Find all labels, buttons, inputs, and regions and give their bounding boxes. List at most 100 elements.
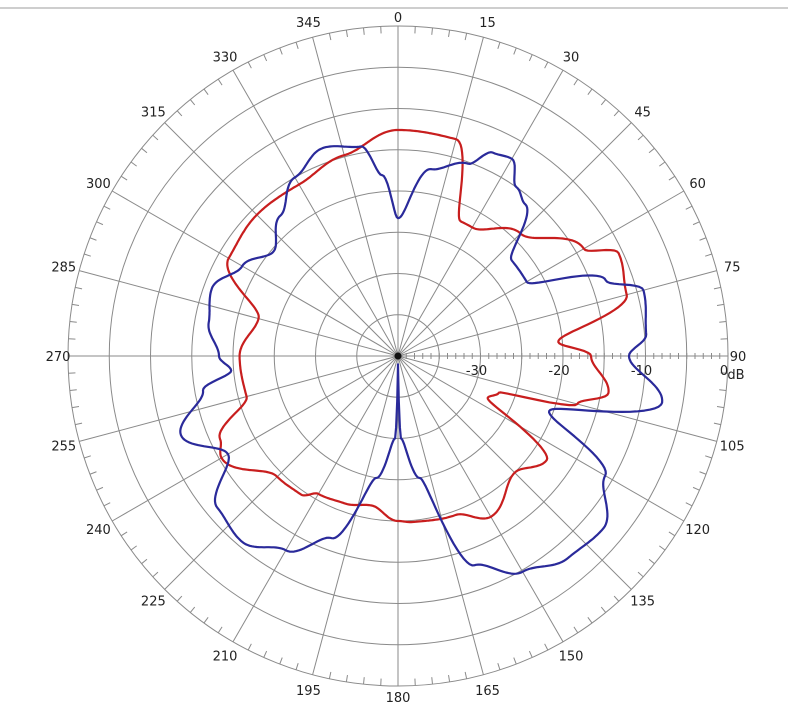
outer-tick <box>587 617 593 624</box>
outer-tick <box>217 626 223 634</box>
outer-tick <box>613 595 620 602</box>
grid-spoke <box>111 190 399 357</box>
outer-tick <box>203 88 209 95</box>
grid-spoke <box>232 69 399 357</box>
grid-spoke <box>397 355 717 442</box>
outer-tick <box>464 33 468 41</box>
outer-tick <box>544 643 549 651</box>
angle-label-345: 345 <box>296 16 321 31</box>
outer-tick <box>431 27 433 35</box>
outer-tick <box>528 650 533 658</box>
grid-spoke <box>397 37 484 357</box>
outer-tick <box>89 237 97 241</box>
outer-tick <box>668 175 676 181</box>
grid-spoke <box>164 355 399 590</box>
radial-label-0: 0 <box>720 364 728 379</box>
angle-label-180: 180 <box>386 691 411 703</box>
outer-tick <box>659 161 666 167</box>
grid-spoke <box>397 355 685 522</box>
angle-label-165: 165 <box>475 684 500 699</box>
outer-tick <box>176 595 183 602</box>
angle-label-135: 135 <box>630 595 655 610</box>
angle-label-285: 285 <box>51 260 76 275</box>
outer-tick <box>699 471 707 475</box>
outer-tick <box>600 606 607 613</box>
outer-tick <box>464 671 468 679</box>
outer-tick <box>648 147 655 154</box>
outer-tick <box>83 253 91 257</box>
outer-tick <box>75 286 83 290</box>
outer-tick <box>637 571 644 578</box>
grid-spoke <box>397 69 564 357</box>
angle-label-75: 75 <box>724 260 741 275</box>
outer-tick <box>600 99 607 106</box>
outer-tick <box>685 205 693 210</box>
outer-tick <box>328 33 332 41</box>
outer-tick <box>587 88 593 95</box>
outer-tick <box>141 558 148 565</box>
outer-tick <box>513 657 517 665</box>
angle-label-0: 0 <box>394 11 402 26</box>
outer-tick <box>705 253 713 257</box>
outer-tick <box>573 78 579 86</box>
outer-tick <box>120 531 128 537</box>
angle-tick-labels: 0 15 30 45 60 75 90 105 120 135 150 165 180 195 210 225… <box>46 11 747 703</box>
angle-label-195: 195 <box>296 684 321 699</box>
outer-tick <box>716 303 725 306</box>
outer-tick <box>217 78 223 86</box>
outer-tick <box>528 54 533 62</box>
angle-label-225: 225 <box>141 595 166 610</box>
outer-tick <box>345 674 348 683</box>
outer-tick <box>685 502 693 507</box>
outer-tick <box>448 29 451 38</box>
outer-tick <box>189 606 196 613</box>
outer-tick <box>279 657 283 665</box>
outer-tick <box>713 286 721 290</box>
radial-label--20: -20 <box>548 364 569 379</box>
grid-spoke <box>312 37 399 357</box>
outer-tick <box>71 303 80 306</box>
outer-tick <box>659 545 666 551</box>
outer-tick <box>513 47 517 55</box>
outer-tick <box>328 671 332 679</box>
angle-label-240: 240 <box>86 523 111 538</box>
radial-unit-label: dB <box>727 368 744 383</box>
angle-label-210: 210 <box>213 650 238 665</box>
outer-tick <box>203 617 209 624</box>
outer-tick <box>247 61 252 69</box>
angle-label-60: 60 <box>689 177 706 192</box>
angle-label-15: 15 <box>479 16 496 31</box>
outer-tick <box>705 455 713 459</box>
outer-tick <box>648 558 655 565</box>
outer-tick <box>637 134 644 141</box>
outer-tick <box>96 221 104 226</box>
angle-label-105: 105 <box>720 440 745 455</box>
outer-tick <box>263 54 268 62</box>
outer-tick <box>573 626 579 634</box>
outer-tick <box>713 422 721 426</box>
outer-tick <box>699 237 707 241</box>
outer-tick <box>263 650 268 658</box>
outer-tick <box>448 674 451 683</box>
outer-tick <box>141 147 148 154</box>
outer-tick <box>75 422 83 426</box>
center-dot <box>394 352 402 360</box>
outer-tick <box>189 99 196 106</box>
angle-label-120: 120 <box>685 523 710 538</box>
angle-label-255: 255 <box>51 440 76 455</box>
outer-tick <box>247 643 252 651</box>
angle-label-330: 330 <box>213 50 238 65</box>
outer-tick <box>176 110 183 117</box>
outer-tick <box>279 47 283 55</box>
angle-label-90: 90 <box>730 350 747 365</box>
outer-tick <box>497 663 501 671</box>
angle-label-45: 45 <box>634 105 651 120</box>
outer-tick <box>152 571 159 578</box>
outer-tick <box>69 389 77 391</box>
grid-spoke <box>312 355 399 675</box>
grid-spoke <box>397 122 632 357</box>
outer-tick <box>96 486 104 491</box>
outer-tick <box>613 110 620 117</box>
series-line-2 <box>179 145 664 575</box>
outer-tick <box>71 406 80 409</box>
